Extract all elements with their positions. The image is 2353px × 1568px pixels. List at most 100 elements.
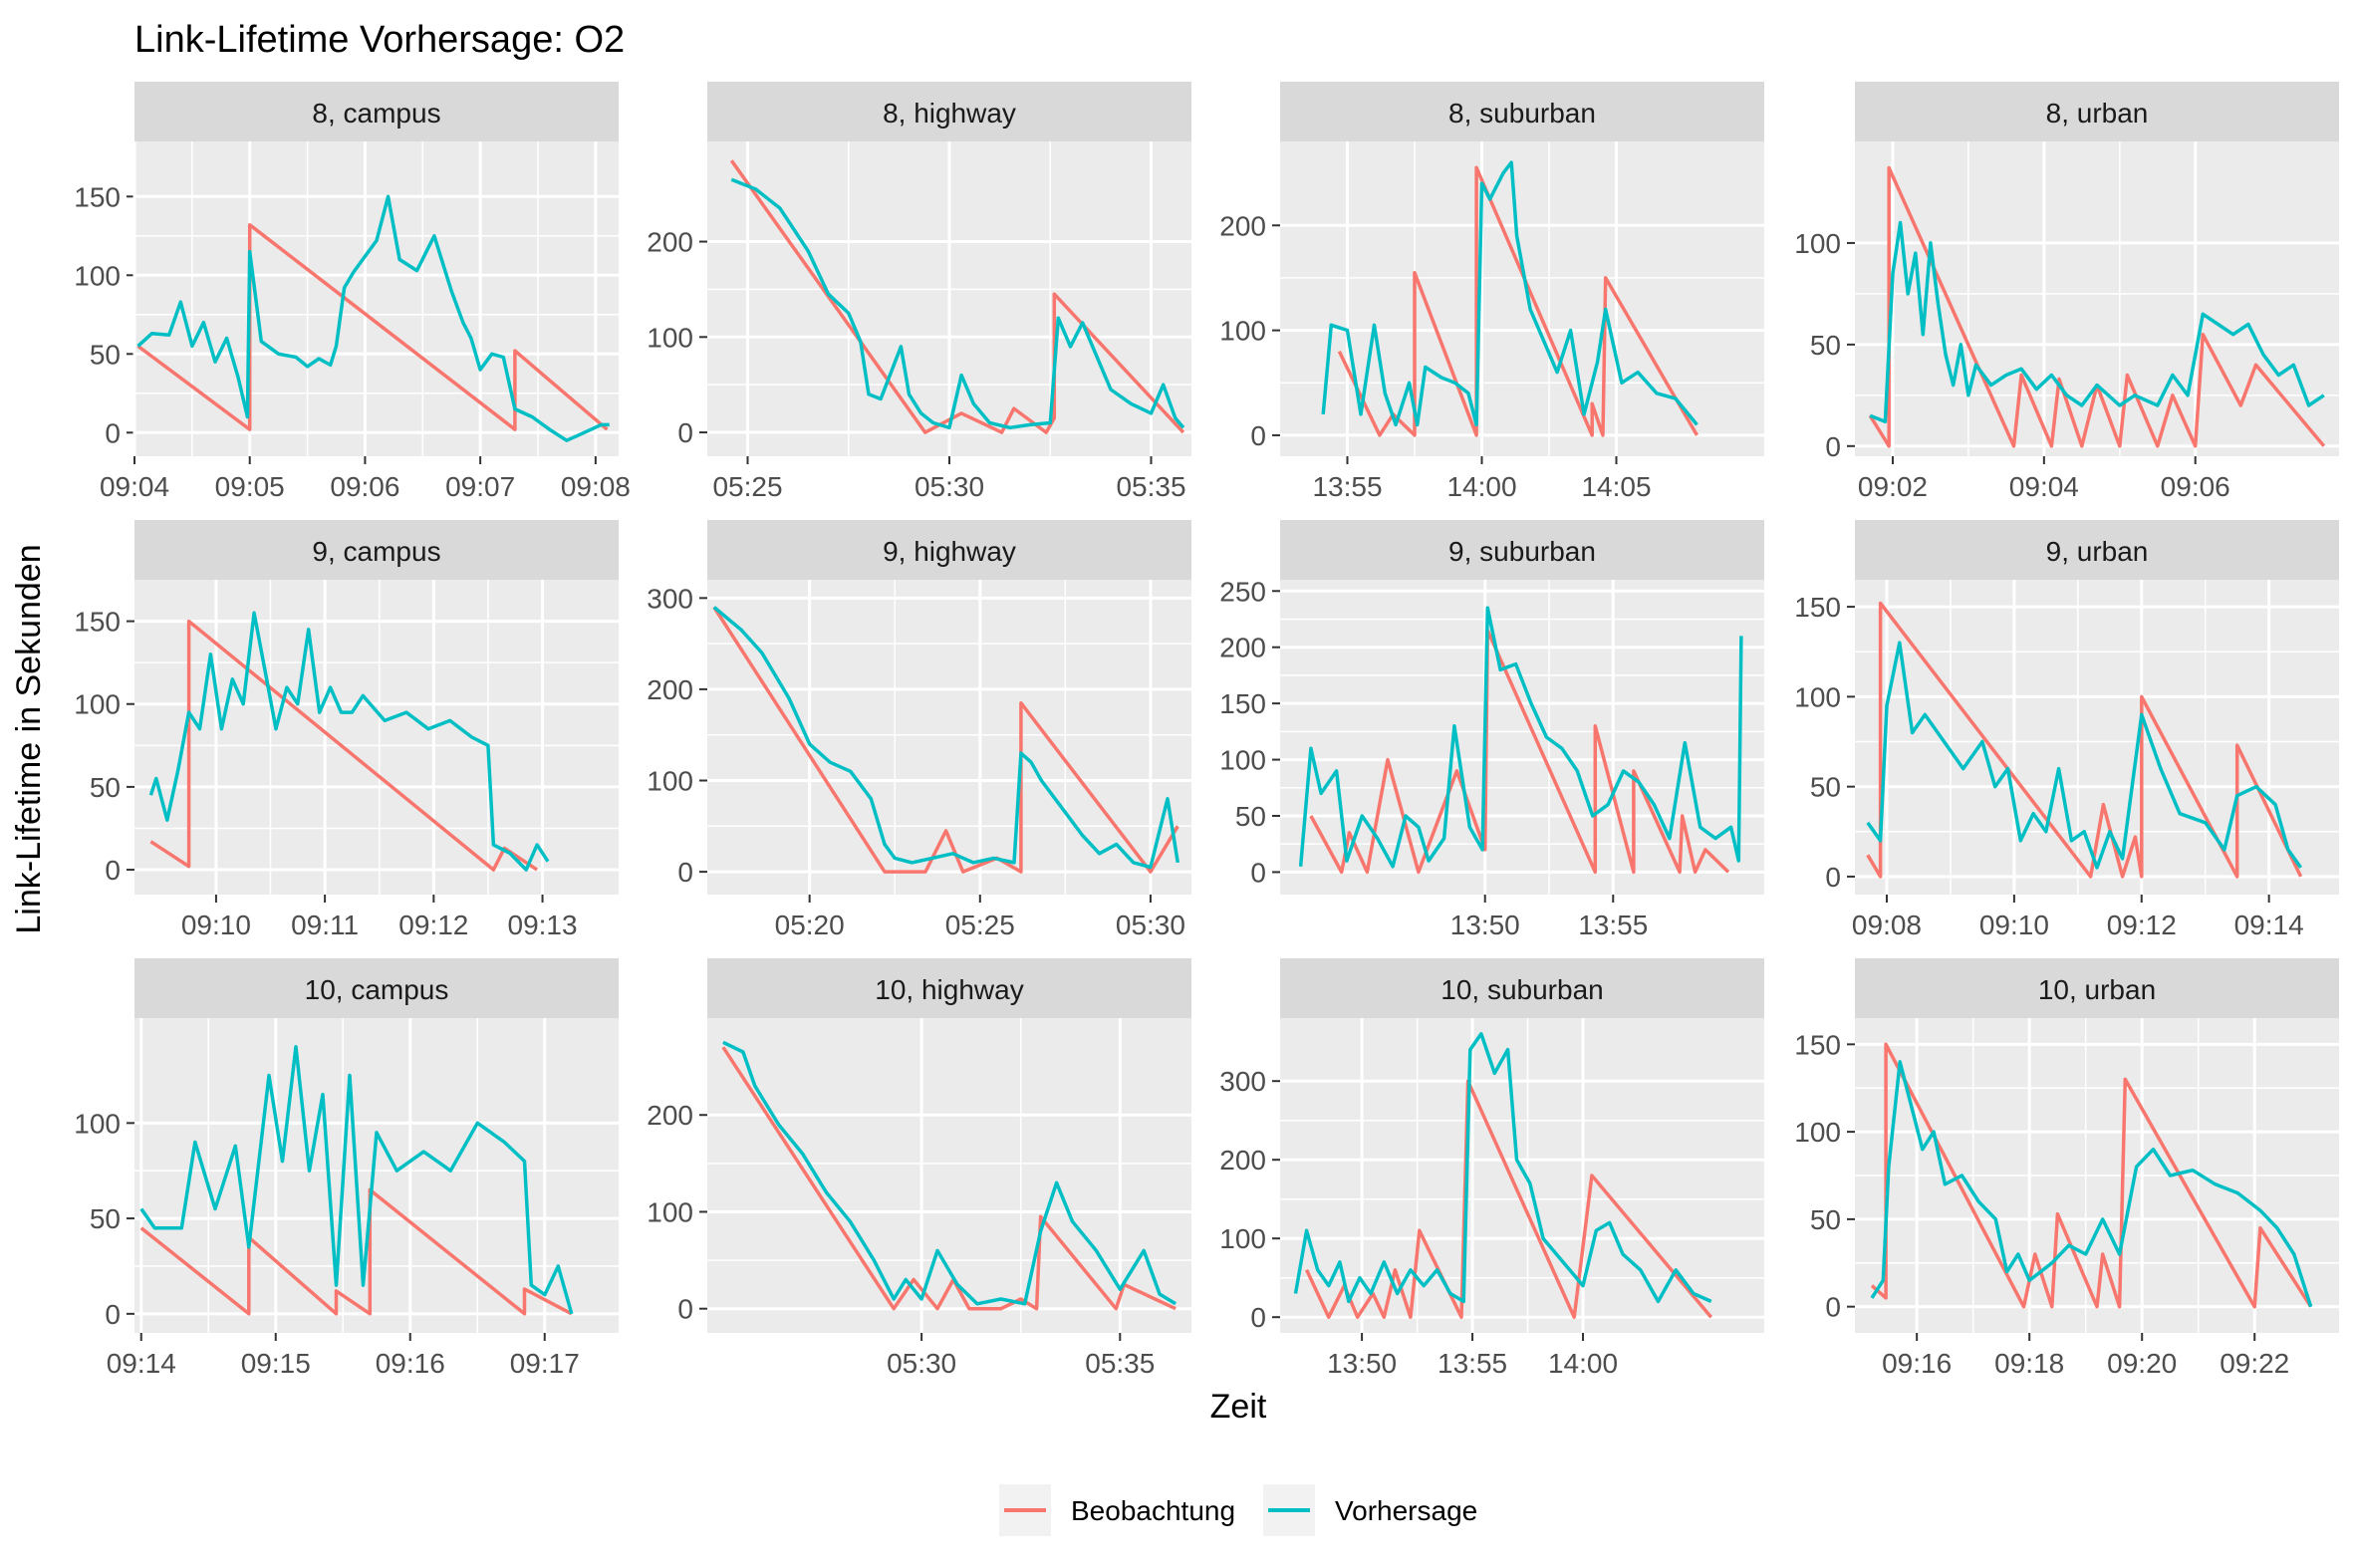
y-tick-label: 0 <box>1825 431 1841 462</box>
legend-label: Beobachtung <box>1071 1495 1235 1526</box>
plot-background <box>134 580 619 895</box>
x-tick-label: 05:20 <box>775 910 845 940</box>
x-tick-label: 13:55 <box>1578 910 1648 940</box>
series-line-beobachtung <box>136 222 609 431</box>
x-tick-label: 09:04 <box>2009 471 2079 502</box>
series-line-vorhersage <box>1293 1032 1712 1304</box>
x-tick-label: 09:16 <box>1882 1348 1952 1379</box>
x-tick-label: 09:05 <box>215 471 285 502</box>
series-line-vorhersage <box>712 606 1180 870</box>
plot-background <box>134 1018 619 1333</box>
x-tick-label: 09:12 <box>2107 910 2177 940</box>
y-tick-label: 50 <box>1810 772 1841 803</box>
series-line-beobachtung <box>1309 629 1730 875</box>
y-tick-label: 300 <box>647 583 693 614</box>
x-tick-label: 09:14 <box>2234 910 2304 940</box>
y-tick-label: 0 <box>677 1294 693 1325</box>
x-tick-label: 05:30 <box>915 471 984 502</box>
y-tick-label: 0 <box>677 417 693 448</box>
x-tick-label: 09:18 <box>1994 1348 2064 1379</box>
x-tick-label: 09:13 <box>508 910 578 940</box>
x-tick-label: 05:35 <box>1116 471 1185 502</box>
chart-title: Link-Lifetime Vorhersage: O2 <box>134 19 625 61</box>
series-line-beobachtung <box>139 1187 573 1316</box>
x-tick-label: 09:08 <box>1852 910 1922 940</box>
x-tick-label: 05:30 <box>887 1348 956 1379</box>
facet-panel: 10, suburban 0 100 200 300 13:50 13:55 14:00 <box>1219 958 1764 1379</box>
series-line-beobachtung <box>729 159 1185 434</box>
facet-panel: 10, urban 0 50 100 150 09:16 09:18 09:20 09:22 <box>1794 958 2339 1379</box>
facet-panel: 9, suburban 0 50 100 150 200 250 13:50 13:55 <box>1219 520 1764 940</box>
series-line-vorhersage <box>1869 220 2325 424</box>
facet-strip <box>1855 958 2339 1018</box>
y-axis-label: Link-Lifetime in Sekunden <box>10 544 48 933</box>
series-line-vorhersage <box>148 611 550 872</box>
y-tick-label: 250 <box>1219 576 1266 607</box>
y-tick-label: 100 <box>74 689 121 720</box>
y-tick-label: 50 <box>90 339 121 370</box>
legend-label: Vorhersage <box>1335 1495 1477 1526</box>
x-tick-label: 09:11 <box>291 910 359 940</box>
x-tick-label: 09:04 <box>100 471 169 502</box>
x-tick-label: 09:08 <box>561 471 631 502</box>
facet-strip <box>1855 82 2339 141</box>
y-tick-label: 0 <box>1825 862 1841 893</box>
plot-background <box>1280 141 1764 456</box>
facet-strip <box>134 958 619 1018</box>
plot-background <box>1280 1018 1764 1333</box>
series-line-vorhersage <box>1866 641 2303 870</box>
facet-strip <box>134 82 619 141</box>
plot-background <box>1855 141 2339 456</box>
series-line-vorhersage <box>136 194 610 442</box>
series-line-beobachtung <box>1337 165 1699 437</box>
y-tick-label: 0 <box>105 1299 121 1330</box>
x-tick-label: 09:17 <box>510 1348 580 1379</box>
x-tick-label: 13:50 <box>1450 910 1520 940</box>
series-line-vorhersage <box>139 1044 574 1315</box>
facet-strip <box>707 82 1191 141</box>
facet-strip <box>707 958 1191 1018</box>
y-tick-label: 150 <box>1219 688 1266 719</box>
facet-panel: 8, urban 0 50 100 09:02 09:04 09:06 <box>1794 82 2339 502</box>
x-axis-label: Zeit <box>1210 1388 1267 1426</box>
x-tick-label: 09:15 <box>241 1348 311 1379</box>
x-tick-label: 09:14 <box>107 1348 176 1379</box>
facet-strip-label: 9, campus <box>312 536 440 567</box>
y-tick-label: 300 <box>1219 1066 1266 1097</box>
x-tick-label: 09:02 <box>1858 471 1928 502</box>
series-line-vorhersage <box>730 177 1185 430</box>
x-tick-label: 09:10 <box>181 910 251 940</box>
facet-panel: 8, highway 0 100 200 05:25 05:30 05:35 <box>647 82 1191 502</box>
y-tick-label: 50 <box>90 1203 121 1234</box>
facet-panel: 10, campus 0 50 100 09:14 09:15 09:16 09:17 <box>74 958 619 1379</box>
facet-strip-label: 9, suburban <box>1448 536 1596 567</box>
facet-strip <box>1280 958 1764 1018</box>
y-tick-label: 100 <box>1794 228 1841 259</box>
y-tick-label: 150 <box>74 181 121 212</box>
x-tick-label: 13:55 <box>1438 1348 1507 1379</box>
y-tick-label: 200 <box>1219 210 1266 241</box>
x-tick-label: 05:25 <box>945 910 1015 940</box>
facet-strip-label: 8, suburban <box>1448 98 1596 129</box>
y-tick-label: 50 <box>1235 801 1266 832</box>
plot-background <box>1280 580 1764 895</box>
y-tick-label: 200 <box>647 227 693 258</box>
facet-strip <box>1280 520 1764 580</box>
y-tick-label: 0 <box>1250 857 1266 888</box>
series-line-vorhersage <box>1321 160 1699 427</box>
facet-strip <box>707 520 1191 580</box>
x-tick-label: 14:00 <box>1548 1348 1618 1379</box>
facet-panel: 8, suburban 0 100 200 13:55 14:00 14:05 <box>1219 82 1764 502</box>
y-tick-label: 100 <box>1219 745 1266 776</box>
facet-strip-label: 10, campus <box>305 974 449 1005</box>
series-line-vorhersage <box>1298 606 1743 869</box>
facet-panel: 8, campus 0 50 100 150 09:04 09:05 09:06 09:07 09… <box>74 82 631 502</box>
x-tick-label: 09:20 <box>2107 1348 2177 1379</box>
y-tick-label: 200 <box>647 674 693 705</box>
y-tick-label: 0 <box>105 855 121 886</box>
x-tick-label: 05:25 <box>712 471 782 502</box>
facet-strip-label: 8, urban <box>2046 98 2149 129</box>
y-tick-label: 0 <box>1250 1302 1266 1333</box>
x-tick-label: 09:06 <box>2161 471 2230 502</box>
y-tick-label: 200 <box>647 1100 693 1131</box>
